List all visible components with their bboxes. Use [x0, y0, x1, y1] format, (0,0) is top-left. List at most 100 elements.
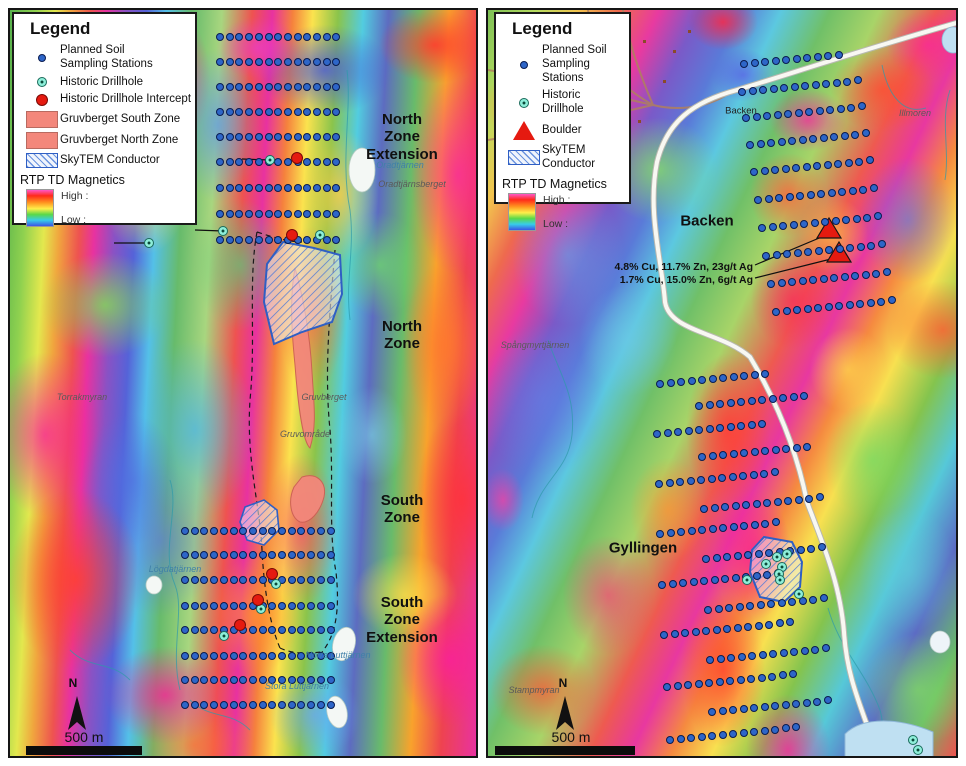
soil-station-dot — [313, 133, 321, 141]
soil-station-dot — [771, 445, 780, 454]
soil-station-dot — [322, 133, 331, 141]
soil-station-dot — [760, 469, 768, 478]
soil-station-dot — [861, 270, 870, 279]
soil-station-dot — [235, 33, 244, 41]
soil-station-dot — [322, 33, 331, 41]
soil-station-dot — [254, 158, 263, 166]
soil-station-dot — [674, 427, 682, 436]
soil-station-dot — [758, 224, 766, 232]
soil-station-dot — [235, 108, 244, 116]
soil-station-dot — [843, 77, 851, 86]
soil-station-dot — [235, 236, 244, 244]
soil-station-dot — [803, 304, 812, 313]
soil-station-dot — [297, 652, 306, 660]
soil-station-dot — [268, 676, 277, 684]
soil-station-dot — [758, 395, 766, 404]
soil-station-dot — [731, 573, 740, 582]
soil-station-dot — [307, 626, 316, 634]
soil-station-dot — [248, 701, 257, 709]
soil-station-dot — [297, 576, 306, 584]
soil-station-dot — [770, 468, 779, 477]
soil-station-dot — [283, 158, 292, 166]
soil-station-dot — [793, 305, 801, 314]
soil-station-dot — [750, 58, 759, 67]
soil-station-dot — [691, 627, 700, 636]
soil-station-dot — [668, 579, 677, 588]
soil-station-dot — [303, 210, 312, 218]
drillhole-intercept-dot — [286, 229, 298, 241]
drillhole-intercept-dot — [252, 594, 264, 606]
historic-drillhole-dot — [913, 745, 923, 755]
magnetics-color-ramp — [508, 192, 536, 231]
soil-station-dot — [773, 497, 782, 506]
soil-station-dot — [248, 551, 257, 559]
soil-station-dot — [235, 83, 244, 91]
soil-station-dot — [268, 652, 277, 660]
soil-station-dot — [747, 396, 756, 405]
soil-station-dot — [790, 82, 799, 91]
soil-station-dot — [768, 672, 776, 681]
soil-station-dot — [181, 701, 189, 709]
soil-station-dot — [216, 83, 224, 91]
soil-station-dot — [293, 184, 302, 192]
soil-station-dot — [740, 371, 748, 380]
soil-station-dot — [758, 650, 767, 659]
soil-station-dot — [225, 158, 234, 166]
soil-station-dot — [809, 275, 817, 284]
soil-station-dot — [718, 706, 727, 715]
soil-station-dot — [258, 701, 267, 709]
soil-station-dot — [708, 708, 716, 716]
soil-station-dot — [225, 83, 234, 91]
soil-station-dot — [782, 444, 790, 453]
soil-station-dot — [274, 133, 283, 141]
scale-label: 500 m — [551, 729, 591, 745]
soil-station-dot — [287, 652, 296, 660]
soil-station-dot — [316, 576, 325, 584]
soil-station-dot — [729, 522, 738, 531]
soil-station-dot — [287, 602, 296, 610]
soil-station-dot — [792, 699, 800, 708]
soil-station-dot — [322, 184, 331, 192]
soil-station-dot — [287, 576, 296, 584]
soil-station-dot — [746, 141, 754, 149]
soil-station-dot — [708, 524, 717, 533]
soil-station-dot — [813, 161, 821, 170]
soil-station-dot — [313, 184, 321, 192]
soil-station-dot — [303, 133, 312, 141]
soil-station-dot — [800, 391, 808, 400]
soil-station-dot — [216, 133, 224, 141]
soil-station-dot — [225, 210, 234, 218]
soil-station-dot — [726, 422, 735, 431]
soil-station-dot — [698, 453, 706, 461]
soil-station-dot — [332, 210, 341, 218]
soil-station-dot — [761, 446, 769, 455]
soil-station-dot — [278, 602, 286, 610]
soil-station-dot — [740, 521, 748, 530]
soil-station-dot — [813, 52, 822, 61]
soil-station-dot — [775, 619, 784, 628]
soil-station-dot — [834, 159, 842, 168]
soil-station-dot — [210, 576, 219, 584]
soil-station-dot — [229, 602, 238, 610]
soil-station-dot — [274, 158, 283, 166]
boulder-assay-annotation: 4.8% Cu, 11.7% Zn, 23g/t Ag — [614, 261, 753, 273]
drillhole-intercept-dot — [266, 568, 278, 580]
soil-station-dot — [303, 236, 312, 244]
soil-station-dot — [254, 133, 263, 141]
soil-station-dot — [235, 58, 244, 66]
soil-station-dot — [676, 734, 685, 743]
drillhole-intercept-dot — [291, 152, 303, 164]
historic-drillhole-legend-icon — [37, 77, 47, 88]
soil-station-dot — [181, 527, 189, 535]
soil-station-dot — [817, 189, 825, 198]
soil-station-dot — [719, 450, 727, 459]
soil-station-dot — [190, 527, 199, 535]
soil-station-dot — [750, 520, 759, 529]
soil-station-dot — [869, 184, 878, 193]
soil-station-dot — [733, 551, 742, 560]
soil-station-dot — [855, 157, 863, 166]
soil-station-dot — [248, 576, 257, 584]
magnetics-low-label: Low : — [543, 217, 569, 230]
soil-station-dot — [283, 210, 292, 218]
soil-station-dot — [264, 108, 273, 116]
